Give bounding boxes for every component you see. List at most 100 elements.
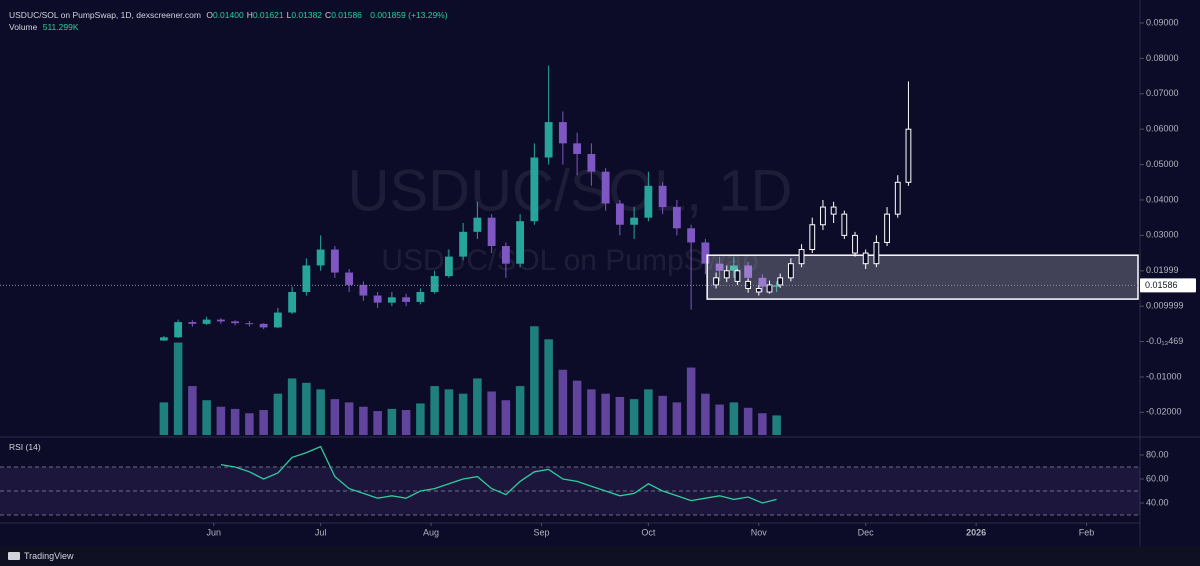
volume-bar	[416, 403, 425, 435]
volume-bar	[273, 393, 283, 435]
x-tick-label: Nov	[751, 527, 768, 537]
volume-bar	[344, 402, 354, 435]
candle-body	[345, 272, 354, 285]
candle-body	[672, 207, 681, 229]
candle-body	[798, 249, 805, 265]
rsi-tick-label: 60.00	[1146, 473, 1169, 483]
volume-bar	[245, 413, 254, 435]
candle-body	[473, 217, 482, 232]
x-tick-label: Jun	[206, 527, 221, 537]
candle-body	[615, 203, 624, 225]
volume-label: Volume	[9, 22, 38, 32]
header: USDUC/SOL on PumpSwap, 1D, dexscreener.c…	[9, 9, 451, 33]
rsi-tick-label: 40.00	[1146, 497, 1169, 507]
candle-body	[734, 270, 741, 282]
volume-bar	[302, 382, 311, 435]
volume-bar	[501, 400, 511, 435]
candle-body	[402, 297, 411, 302]
range-box	[706, 254, 1139, 300]
candle-body	[430, 276, 439, 293]
volume-bar	[644, 389, 653, 435]
y-tick-label: -0.01000	[1146, 371, 1182, 381]
volume-bar	[772, 415, 781, 435]
candle-body	[862, 252, 869, 265]
candle-body	[745, 280, 752, 289]
y-tick-label: 0.05000	[1146, 159, 1179, 169]
y-tick-label: 0.08000	[1146, 53, 1179, 63]
candle-body	[330, 249, 339, 273]
volume-bar	[758, 413, 767, 435]
volume-line: Volume 511.299K	[9, 21, 451, 33]
volume-bar	[601, 393, 610, 435]
candle-body	[487, 217, 496, 246]
candle-body	[755, 287, 762, 293]
candle-body	[809, 224, 816, 251]
x-tick-label: Feb	[1079, 527, 1095, 537]
volume-bar	[316, 389, 325, 435]
candle-body	[159, 337, 168, 341]
candle-body	[744, 265, 753, 278]
volume-bar	[359, 406, 368, 435]
candle-body	[787, 263, 794, 279]
ohlc-legend: O0.01400 H0.01621 L0.01382 C0.01586	[206, 10, 365, 20]
candle-body	[884, 213, 890, 243]
candle-body	[416, 292, 425, 302]
volume-bar	[473, 378, 482, 435]
x-tick-label: Sep	[533, 527, 549, 537]
symbol: USDUC/SOL on PumpSwap, 1D, dexscreener.c…	[9, 10, 201, 20]
volume-bar	[715, 404, 724, 435]
candle-body	[387, 297, 396, 303]
candle-body	[373, 295, 382, 303]
candle-body	[573, 143, 582, 154]
y-tick-label: 0.01999	[1146, 265, 1179, 275]
candle-body	[216, 319, 225, 322]
candle-body	[772, 285, 781, 287]
volume-bar	[729, 402, 739, 435]
candle-body	[601, 171, 610, 204]
candle-body	[302, 265, 311, 293]
volume-bar	[387, 408, 397, 435]
candle-body	[729, 265, 738, 271]
rsi-tick-label: 80.00	[1146, 449, 1169, 459]
volume-bar	[530, 326, 539, 435]
volume-bar	[202, 400, 211, 435]
candle-body	[841, 213, 848, 236]
candle-body	[758, 277, 767, 287]
x-tick-label: Aug	[423, 527, 439, 537]
candle-body	[273, 312, 282, 328]
header-line: USDUC/SOL on PumpSwap, 1D, dexscreener.c…	[9, 9, 451, 21]
volume-bar	[287, 378, 297, 435]
candle-body	[530, 157, 539, 222]
ohlc-key: C	[325, 10, 332, 20]
candle-body	[245, 323, 254, 325]
candle-body	[316, 249, 325, 266]
volume-bar	[487, 391, 496, 435]
candle-body	[894, 181, 901, 215]
change: 0.001859 (+13.29%)	[370, 10, 448, 20]
candle-body	[359, 284, 368, 296]
watermark-sub: USDUC/SOL on PumpSwap	[381, 244, 758, 277]
last-price-label: 0.01586	[1145, 280, 1178, 290]
rsi-line	[220, 445, 777, 504]
volume-bar	[230, 408, 240, 435]
volume-bar	[701, 393, 710, 435]
y-tick-label: 0.07000	[1146, 88, 1179, 98]
candle-body	[701, 242, 710, 264]
candle-body	[715, 263, 724, 271]
volume-bar	[558, 369, 568, 435]
volume-bar	[401, 409, 411, 435]
y-tick-label: -0.02000	[1146, 407, 1182, 417]
candle-body	[777, 277, 784, 286]
candle-body	[820, 206, 826, 226]
volume-bar	[444, 389, 454, 435]
volume-bar	[515, 386, 525, 435]
candle-body	[558, 122, 567, 144]
x-tick-label: Oct	[641, 527, 656, 537]
candle-body	[873, 241, 880, 265]
candle-body	[630, 217, 639, 225]
volume-bar	[188, 386, 197, 435]
volume-bar	[615, 396, 625, 435]
ohlc-key: O	[206, 10, 213, 20]
